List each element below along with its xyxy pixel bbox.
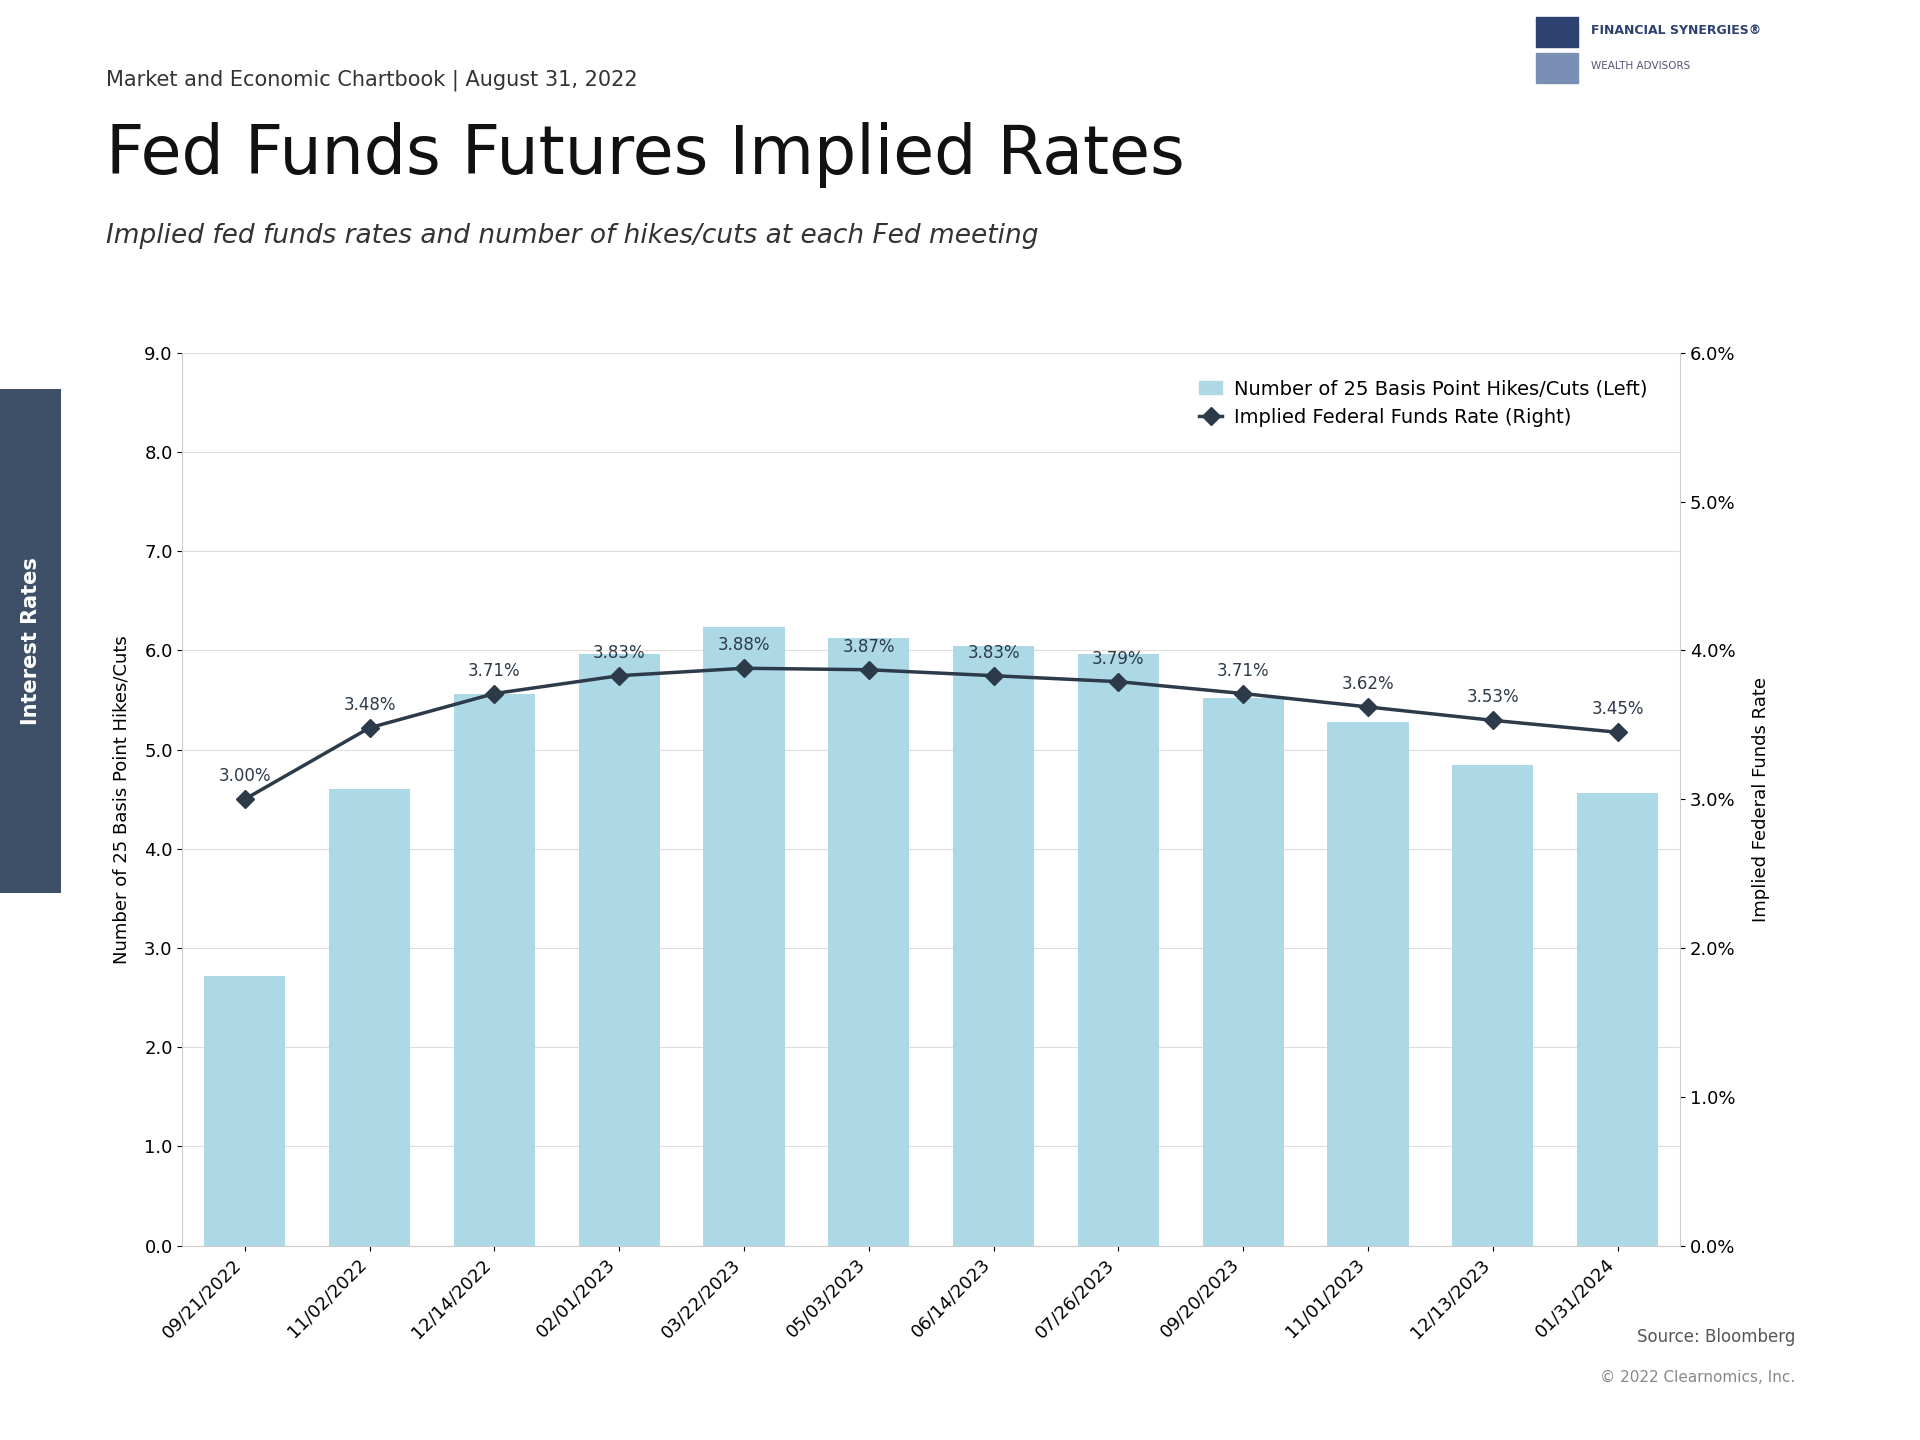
Legend: Number of 25 Basis Point Hikes/Cuts (Left), Implied Federal Funds Rate (Right): Number of 25 Basis Point Hikes/Cuts (Lef… [1190, 372, 1655, 435]
Bar [453, 694, 536, 1246]
Bar [703, 626, 785, 1246]
Text: Market and Economic Chartbook | August 31, 2022: Market and Economic Chartbook | August 3… [106, 69, 637, 91]
Text: 3.45%: 3.45% [1592, 700, 1644, 719]
Bar [1536, 17, 1578, 48]
Text: 3.79%: 3.79% [1092, 649, 1144, 668]
Text: 3.71%: 3.71% [468, 661, 520, 680]
Bar [204, 976, 286, 1246]
Text: Fed Funds Futures Implied Rates: Fed Funds Futures Implied Rates [106, 122, 1185, 189]
Text: © 2022 Clearnomics, Inc.: © 2022 Clearnomics, Inc. [1599, 1371, 1795, 1385]
Text: Interest Rates: Interest Rates [21, 557, 40, 724]
Bar [952, 647, 1035, 1246]
Text: FINANCIAL SYNERGIES®: FINANCIAL SYNERGIES® [1592, 23, 1763, 37]
Text: 3.88%: 3.88% [718, 636, 770, 654]
Bar [1077, 654, 1160, 1246]
Bar [828, 638, 910, 1246]
Text: Implied fed funds rates and number of hikes/cuts at each Fed meeting: Implied fed funds rates and number of hi… [106, 223, 1039, 249]
Bar [1202, 698, 1284, 1246]
Text: 3.87%: 3.87% [843, 638, 895, 655]
Bar [1536, 53, 1578, 84]
Bar [1452, 766, 1534, 1246]
Bar [578, 654, 660, 1246]
Text: WEALTH ADVISORS: WEALTH ADVISORS [1592, 62, 1692, 71]
Y-axis label: Implied Federal Funds Rate: Implied Federal Funds Rate [1753, 677, 1770, 922]
Text: 3.71%: 3.71% [1217, 661, 1269, 680]
Text: 3.53%: 3.53% [1467, 688, 1519, 707]
Text: 3.48%: 3.48% [344, 696, 396, 714]
Text: Source: Bloomberg: Source: Bloomberg [1638, 1328, 1795, 1346]
Text: 3.83%: 3.83% [968, 644, 1020, 662]
Bar [1327, 721, 1409, 1246]
Text: 3.62%: 3.62% [1342, 675, 1394, 693]
Text: 3.00%: 3.00% [219, 768, 271, 785]
Bar [1576, 793, 1659, 1246]
Y-axis label: Number of 25 Basis Point Hikes/Cuts: Number of 25 Basis Point Hikes/Cuts [111, 635, 131, 963]
Text: 3.83%: 3.83% [593, 644, 645, 662]
Bar [328, 789, 411, 1246]
